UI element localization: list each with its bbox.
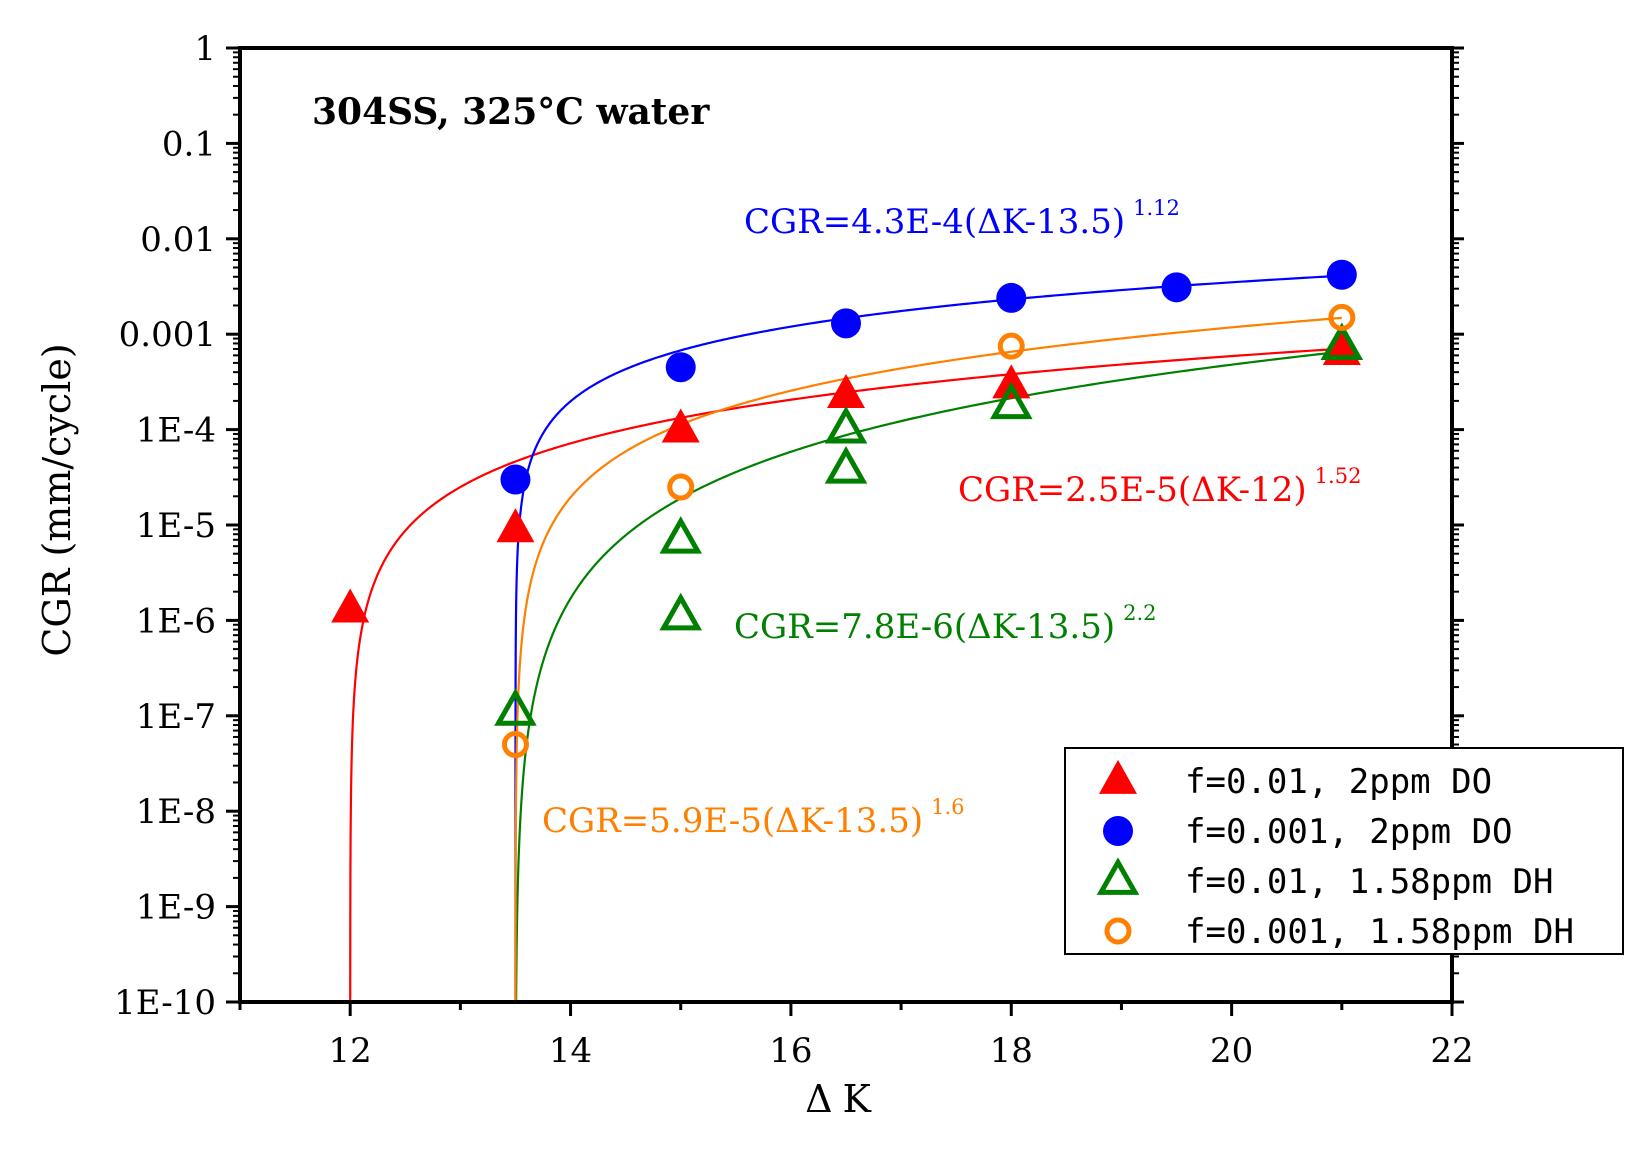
equation-exponent: 2.2 [1123, 601, 1156, 625]
legend-label: f=0.01, 1.58ppm DH [1185, 862, 1553, 902]
data-point [1328, 303, 1356, 331]
data-point [659, 592, 703, 631]
data-point [494, 688, 537, 726]
axis-ticks: 12 14 16 18 20 22 1 0.1 0.01 0.001 1E-4 1E-5 1E-6 1E-… [114, 29, 1473, 1071]
x-tick-label: 22 [1430, 1031, 1473, 1071]
y-tick-label: 0.1 [162, 124, 216, 164]
equation-main: CGR=5.9E-5(ΔK-13.5) [542, 801, 923, 841]
data-point [500, 464, 531, 495]
data-point [992, 364, 1031, 399]
fit-equation-red: CGR=2.5E-5(ΔK-12) 1.52 [958, 464, 1361, 510]
equation-main: CGR=7.8E-6(ΔK-13.5) [734, 607, 1115, 647]
fit-equation-orange: CGR=5.9E-5(ΔK-13.5) 1.6 [542, 795, 965, 841]
data-point [824, 446, 868, 484]
data-point [667, 473, 695, 501]
legend-marker [1103, 816, 1133, 846]
plot-frame [238, 46, 1454, 1004]
data-point [331, 588, 370, 623]
equation-main: CGR=2.5E-5(ΔK-12) [958, 470, 1307, 510]
x-tick-label: 14 [549, 1031, 592, 1071]
data-point [997, 332, 1025, 360]
legend-box [1064, 747, 1624, 955]
data-point [827, 374, 865, 409]
equation-main: CGR=4.3E-4(ΔK-13.5) [744, 202, 1125, 242]
data-point [989, 381, 1033, 420]
y-tick-label: 1E-9 [136, 888, 216, 928]
y-tick-label: 1E-4 [136, 411, 216, 451]
x-tick-label: 20 [1210, 1031, 1253, 1071]
fit-line [349, 347, 1342, 1004]
x-tick-label: 12 [329, 1031, 372, 1071]
y-tick-label: 0.01 [140, 220, 216, 260]
y-tick-label: 1 [194, 29, 216, 69]
fit-line [515, 350, 1342, 1004]
x-tick-label: 18 [990, 1031, 1033, 1071]
legend-label: f=0.001, 2ppm DO [1185, 812, 1513, 852]
x-axis-title: ΔK [805, 1077, 881, 1121]
data-point [831, 308, 861, 339]
data-point [665, 352, 696, 383]
x-tick-label: 16 [769, 1031, 812, 1071]
fit-line [514, 316, 1342, 1004]
data-point [824, 405, 868, 444]
y-axis-title: CGR (mm/cycle) [35, 343, 79, 656]
data-point [1161, 272, 1192, 303]
equation-exponent: 1.12 [1133, 196, 1180, 220]
data-point [661, 408, 700, 443]
y-tick-label: 1E-7 [136, 697, 216, 737]
data-points [331, 259, 1364, 759]
legend-label: f=0.01, 2ppm DO [1185, 762, 1492, 802]
fit-equation-blue: CGR=4.3E-4(ΔK-13.5) 1.12 [744, 196, 1180, 242]
y-tick-label: 1E-6 [136, 601, 216, 641]
legend: f=0.01, 2ppm DO f=0.001, 2ppm DO f=0.01, 1… [1064, 747, 1624, 955]
legend-label: f=0.001, 1.58ppm DH [1185, 912, 1574, 952]
y-tick-label: 1E-5 [136, 506, 216, 546]
data-point [659, 516, 703, 554]
legend-marker [1099, 759, 1137, 794]
data-point [496, 508, 535, 543]
y-tick-label: 1E-8 [136, 792, 216, 832]
fit-equation-green: CGR=7.8E-6(ΔK-13.5) 2.2 [734, 601, 1157, 647]
data-point [1320, 322, 1364, 361]
data-point [501, 731, 529, 759]
y-tick-label: 0.001 [119, 315, 216, 355]
legend-marker [1096, 857, 1140, 895]
legend-marker [1104, 917, 1132, 945]
chart-annotation: 304SS, 325°C water [312, 91, 710, 133]
equation-exponent: 1.6 [931, 795, 964, 819]
y-tick-label: 1E-10 [114, 983, 216, 1023]
data-point [996, 282, 1027, 313]
equation-exponent: 1.52 [1315, 464, 1362, 488]
data-point [1326, 259, 1357, 290]
